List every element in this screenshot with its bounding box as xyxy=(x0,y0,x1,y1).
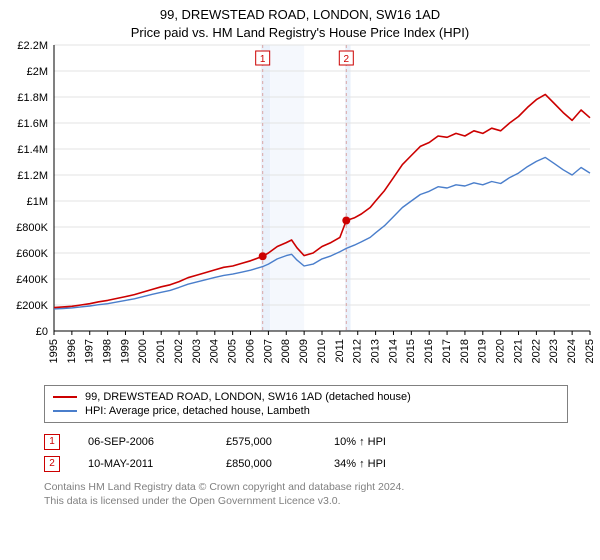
svg-text:£1.8M: £1.8M xyxy=(17,92,48,104)
svg-text:2005: 2005 xyxy=(227,339,239,363)
svg-text:2003: 2003 xyxy=(191,339,203,363)
svg-text:£600K: £600K xyxy=(16,248,48,260)
footer: Contains HM Land Registry data © Crown c… xyxy=(44,481,568,508)
svg-text:2015: 2015 xyxy=(405,339,417,363)
svg-text:2007: 2007 xyxy=(262,339,274,363)
legend-label: HPI: Average price, detached house, Lamb… xyxy=(85,405,310,417)
svg-text:2: 2 xyxy=(344,54,350,65)
svg-text:1998: 1998 xyxy=(102,339,114,363)
sale-rows: 1 06-SEP-2006 £575,000 10% ↑ HPI 2 10-MAY-201… xyxy=(44,431,568,475)
svg-text:£400K: £400K xyxy=(16,274,48,286)
legend-swatch xyxy=(53,410,77,412)
svg-text:2004: 2004 xyxy=(209,339,221,363)
svg-text:1997: 1997 xyxy=(84,339,96,363)
sale-badge: 1 xyxy=(44,434,60,450)
svg-text:2010: 2010 xyxy=(316,339,328,363)
svg-text:£1.2M: £1.2M xyxy=(17,170,48,182)
svg-text:1: 1 xyxy=(260,54,266,65)
svg-text:£200K: £200K xyxy=(16,300,48,312)
svg-text:2020: 2020 xyxy=(495,339,507,363)
legend-swatch xyxy=(53,396,77,398)
svg-text:2013: 2013 xyxy=(370,339,382,363)
footer-line-2: This data is licensed under the Open Gov… xyxy=(44,495,568,509)
svg-text:£1.6M: £1.6M xyxy=(17,118,48,130)
footer-line-1: Contains HM Land Registry data © Crown c… xyxy=(44,481,568,495)
legend-label: 99, DREWSTEAD ROAD, LONDON, SW16 1AD (de… xyxy=(85,391,411,403)
sale-date: 10-MAY-2011 xyxy=(88,458,198,470)
sale-price: £575,000 xyxy=(226,436,306,448)
svg-text:2014: 2014 xyxy=(387,339,399,363)
title-line-1: 99, DREWSTEAD ROAD, LONDON, SW16 1AD xyxy=(0,6,600,24)
svg-text:2021: 2021 xyxy=(512,339,524,363)
svg-text:£1.4M: £1.4M xyxy=(17,144,48,156)
svg-text:2016: 2016 xyxy=(423,339,435,363)
svg-text:1999: 1999 xyxy=(119,339,131,363)
svg-text:2008: 2008 xyxy=(280,339,292,363)
sale-row: 2 10-MAY-2011 £850,000 34% ↑ HPI xyxy=(44,453,568,475)
sale-date: 06-SEP-2006 xyxy=(88,436,198,448)
sale-badge: 2 xyxy=(44,456,60,472)
line-chart-svg: £0 £200K £400K £600K £800K £1M £1.2M £1.4M £1.6M… xyxy=(0,41,600,381)
svg-text:2011: 2011 xyxy=(334,339,346,363)
svg-text:2019: 2019 xyxy=(477,339,489,363)
svg-text:2017: 2017 xyxy=(441,339,453,363)
svg-text:2024: 2024 xyxy=(566,339,578,363)
chart-area: £0 £200K £400K £600K £800K £1M £1.2M £1.4M £1.6M… xyxy=(0,41,600,381)
svg-text:2009: 2009 xyxy=(298,339,310,363)
svg-text:2001: 2001 xyxy=(155,339,167,363)
svg-text:£1M: £1M xyxy=(27,196,48,208)
svg-text:£2M: £2M xyxy=(27,66,48,78)
sale-hpi: 10% ↑ HPI xyxy=(334,436,424,448)
chart-title: 99, DREWSTEAD ROAD, LONDON, SW16 1AD Pri… xyxy=(0,0,600,41)
title-line-2: Price paid vs. HM Land Registry's House … xyxy=(0,24,600,42)
svg-text:1996: 1996 xyxy=(66,339,78,363)
legend-item: 99, DREWSTEAD ROAD, LONDON, SW16 1AD (de… xyxy=(53,390,559,404)
svg-text:2025: 2025 xyxy=(584,339,596,363)
legend: 99, DREWSTEAD ROAD, LONDON, SW16 1AD (de… xyxy=(44,385,568,423)
svg-text:2012: 2012 xyxy=(352,339,364,363)
svg-text:2023: 2023 xyxy=(548,339,560,363)
svg-text:2000: 2000 xyxy=(137,339,149,363)
sale-row: 1 06-SEP-2006 £575,000 10% ↑ HPI xyxy=(44,431,568,453)
svg-text:2022: 2022 xyxy=(530,339,542,363)
svg-text:£800K: £800K xyxy=(16,222,48,234)
legend-item: HPI: Average price, detached house, Lamb… xyxy=(53,404,559,418)
svg-text:£0: £0 xyxy=(36,326,48,338)
svg-text:2018: 2018 xyxy=(459,339,471,363)
svg-text:2006: 2006 xyxy=(244,339,256,363)
svg-text:2002: 2002 xyxy=(173,339,185,363)
svg-text:1995: 1995 xyxy=(48,339,60,363)
sale-hpi: 34% ↑ HPI xyxy=(334,458,424,470)
sale-price: £850,000 xyxy=(226,458,306,470)
svg-text:£2.2M: £2.2M xyxy=(17,41,48,52)
